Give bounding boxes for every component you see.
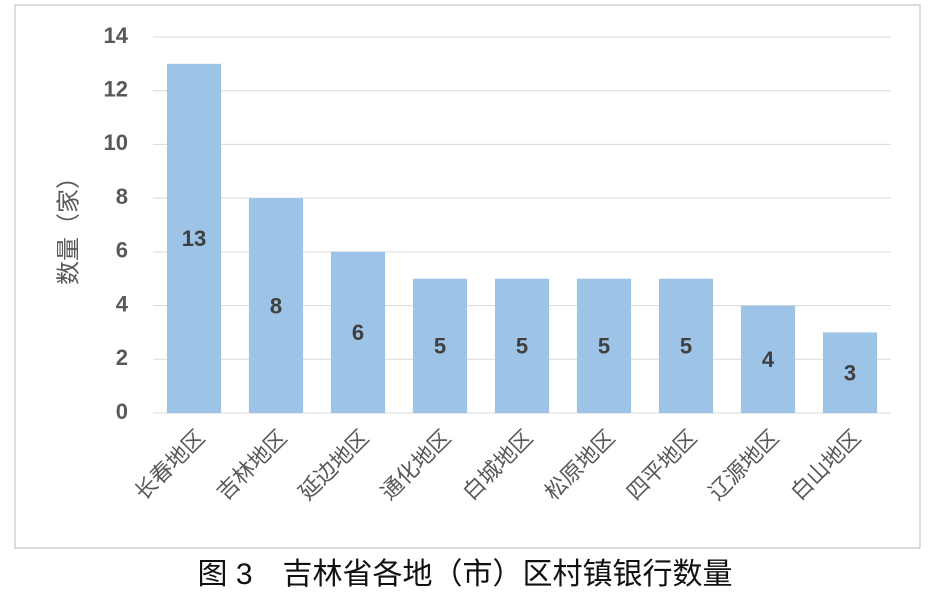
value-label: 5	[516, 334, 528, 359]
chart-frame	[14, 4, 921, 549]
value-label: 5	[598, 334, 610, 359]
y-tick-label: 4	[116, 291, 129, 316]
value-label: 3	[844, 361, 856, 386]
bar	[658, 278, 714, 413]
caption: 图 3 吉林省各地（市）区村镇银行数量	[197, 558, 732, 591]
bar	[740, 305, 796, 413]
bar	[166, 63, 222, 413]
y-tick-label: 8	[116, 184, 128, 209]
value-label: 13	[182, 226, 206, 251]
value-label: 8	[270, 293, 282, 318]
value-label: 5	[680, 334, 692, 359]
y-tick-label: 0	[116, 399, 128, 424]
y-tick-label: 6	[116, 238, 128, 263]
bar	[330, 251, 386, 413]
bar	[822, 332, 878, 413]
y-tick-label: 10	[104, 130, 128, 155]
bar	[248, 198, 304, 413]
value-label: 6	[352, 320, 364, 345]
y-tick-label: 12	[104, 77, 128, 102]
y-tick-label: 2	[116, 345, 128, 370]
bar	[494, 278, 550, 413]
value-label: 4	[762, 347, 775, 372]
y-tick-label: 14	[104, 23, 129, 48]
y-axis-label: 数量（家）	[55, 165, 82, 285]
bar	[576, 278, 632, 413]
bar	[412, 278, 468, 413]
value-label: 5	[434, 334, 446, 359]
